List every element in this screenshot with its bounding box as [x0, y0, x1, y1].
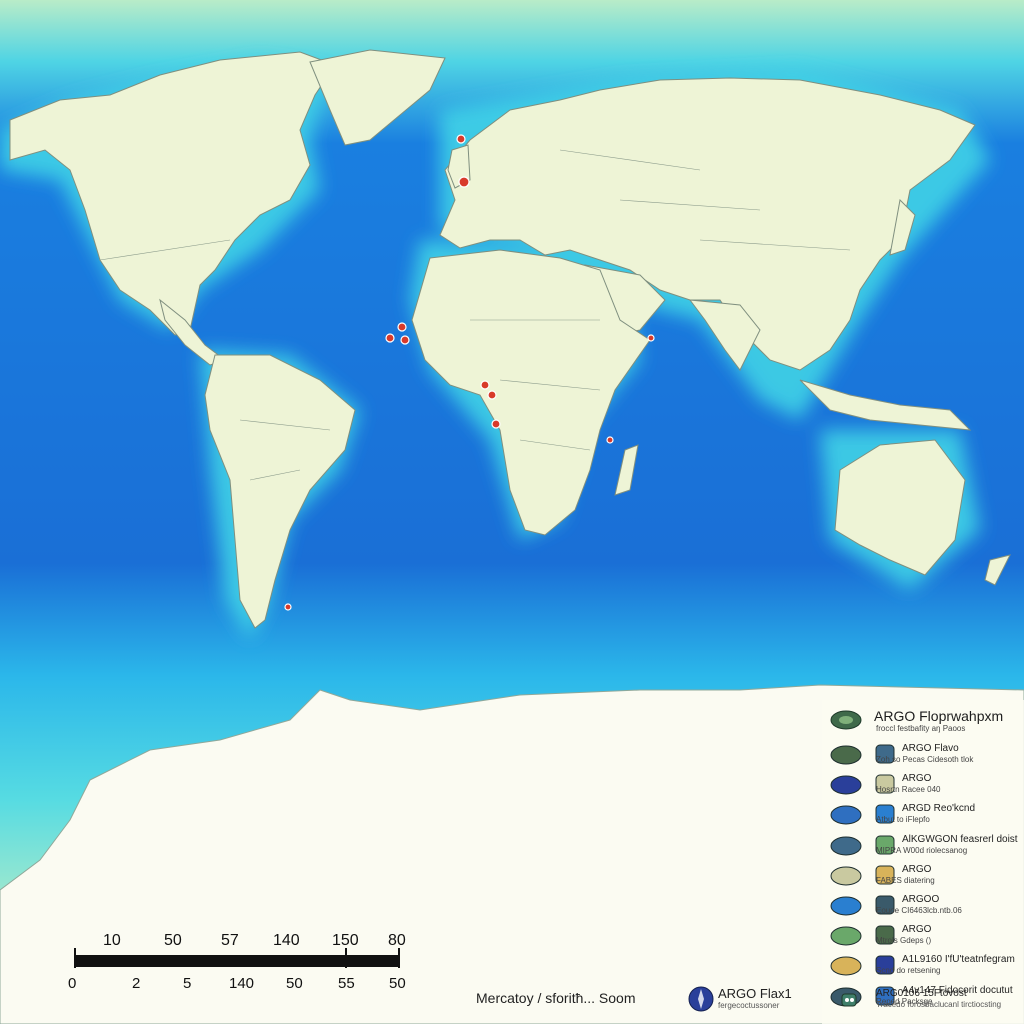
float-marker[interactable] — [607, 437, 613, 443]
legend-item: ARGD Reo'kcnd Atbut to iFlepfo — [830, 803, 1024, 831]
legend-item-title: A1L9160 I'fU'teatnfegram — [902, 954, 1015, 965]
float-marker[interactable] — [398, 323, 406, 331]
float-marker[interactable] — [488, 391, 496, 399]
legend-item-subtitle: Eouoe CI6463lcb.ntb.06 — [876, 906, 962, 915]
legend-footer: ARG0106 15Ftovost Tracedo forosbaclucanl… — [830, 988, 1024, 1018]
float-marker[interactable] — [648, 335, 654, 341]
ship-icon — [830, 775, 862, 795]
float-marker[interactable] — [401, 336, 409, 344]
ellipse-icon — [830, 926, 862, 946]
legend-item-subtitle: Hosrtn Racee 040 — [876, 785, 940, 794]
legend-item-title: ARGO — [902, 773, 931, 784]
dome-icon — [830, 836, 862, 856]
float-marker[interactable] — [481, 381, 489, 389]
float-marker[interactable] — [492, 420, 500, 428]
legend-item: ARGOO Eouoe CI6463lcb.ntb.06 — [830, 894, 1024, 922]
pin-icon — [830, 956, 862, 976]
scale-bottom-label: 2 — [132, 975, 140, 992]
scale-top-label: 50 — [164, 932, 182, 950]
float-marker[interactable] — [285, 604, 291, 610]
legend-item: ARGO FABES diatering — [830, 864, 1024, 892]
legend-item: ARGO Flavo Zoh so Pecas Cidesoth tlok — [830, 743, 1024, 771]
legend-footer-subtitle: Tracedo forosbaclucanl tirctiocsting — [876, 1000, 1001, 1009]
legend-item: ARGO Hosrtn Racee 040 — [830, 773, 1024, 801]
legend-item-title: ARGO — [902, 924, 931, 935]
legend-header: ARGO Floprwahpxm froccl festbafity aŋ Pa… — [830, 708, 1024, 740]
scale-tick — [345, 948, 347, 968]
scale-bottom-label: 55 — [338, 975, 355, 992]
legend-item-subtitle: Zoh so Pecas Cidesoth tlok — [876, 755, 973, 764]
legend-item-subtitle: Scnd do retsening — [876, 966, 941, 975]
legend-item-title: ARGOO — [902, 894, 939, 905]
scale-top-label: 80 — [388, 932, 406, 950]
scale-bottom-label: 50 — [286, 975, 303, 992]
scale-bottom-label: 5 — [183, 975, 191, 992]
scale-tick — [398, 948, 400, 968]
scale-bar — [74, 955, 400, 967]
legend-item-title: ARGO — [902, 864, 931, 875]
bot-icon — [834, 990, 864, 1010]
diamond-icon — [830, 805, 862, 825]
float-marker[interactable] — [459, 177, 469, 187]
legend-item-subtitle: MIPRA W00d riolecsanog — [876, 846, 967, 855]
legend-item-subtitle: Mtrols Gdeps () — [876, 936, 931, 945]
legend-item-title: AlKGWGON feasrerl doist — [902, 834, 1018, 845]
scale-top-label: 57 — [221, 932, 239, 950]
legend-item-subtitle: Atbut to iFlepfo — [876, 815, 930, 824]
footer-argo-title: ARGO Flax1 — [718, 986, 792, 1001]
scale-tick — [74, 948, 76, 968]
footer-argo-subtitle: fergecoctussoner — [718, 1001, 779, 1010]
legend-item: AlKGWGON feasrerl doist MIPRA W00d riolec… — [830, 834, 1024, 862]
scale-top-label: 10 — [103, 932, 121, 950]
compass-icon — [688, 986, 714, 1012]
scale-bottom-label: 0 — [68, 975, 76, 992]
scale-bottom-label: 50 — [389, 975, 406, 992]
globe-icon — [830, 710, 862, 730]
legend-item-title: ARGO Flavo — [902, 743, 959, 754]
legend-item: ARGO Mtrols Gdeps () — [830, 924, 1024, 952]
lens-icon — [830, 896, 862, 916]
float-marker[interactable] — [457, 135, 465, 143]
projection-label: Mercatoy / sforitħ... Soom — [476, 990, 636, 1006]
scale-top-label: 140 — [273, 932, 300, 950]
legend-subtitle: froccl festbafity aŋ Paoos — [876, 724, 965, 733]
legend-title: ARGO Floprwahpxm — [874, 708, 1003, 724]
cone-icon — [830, 866, 862, 886]
scale-bottom-label: 140 — [229, 975, 254, 992]
legend-footer-title: ARG0106 15Ftovost — [876, 988, 967, 999]
legend-item-title: ARGD Reo'kcnd — [902, 803, 975, 814]
float-marker[interactable] — [386, 334, 394, 342]
legend-item: A1L9160 I'fU'teatnfegram Scnd do retsenin… — [830, 954, 1024, 982]
eye-icon — [830, 745, 862, 765]
legend-item-subtitle: FABES diatering — [876, 876, 935, 885]
footer-argo: ARGO Flax1 fergecoctussoner — [688, 986, 818, 1016]
